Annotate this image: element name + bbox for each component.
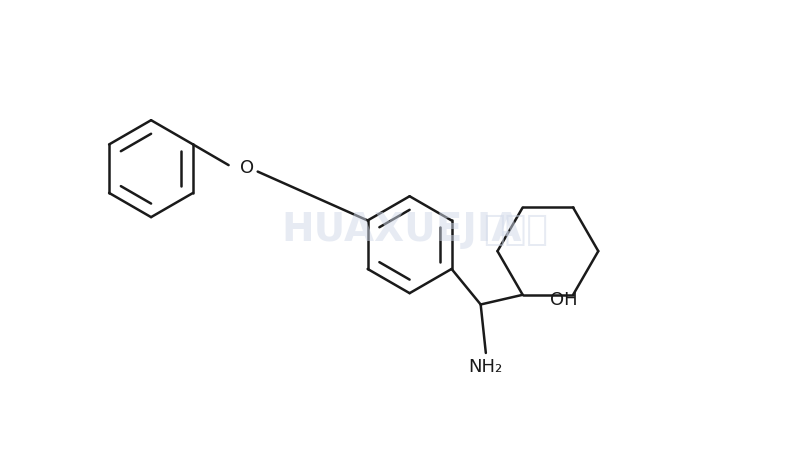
Text: OH: OH xyxy=(549,291,577,309)
Text: O: O xyxy=(239,159,254,177)
Text: HUAXUEJIA: HUAXUEJIA xyxy=(281,211,522,248)
Text: NH₂: NH₂ xyxy=(468,358,503,376)
Text: 化学加: 化学加 xyxy=(483,213,548,246)
